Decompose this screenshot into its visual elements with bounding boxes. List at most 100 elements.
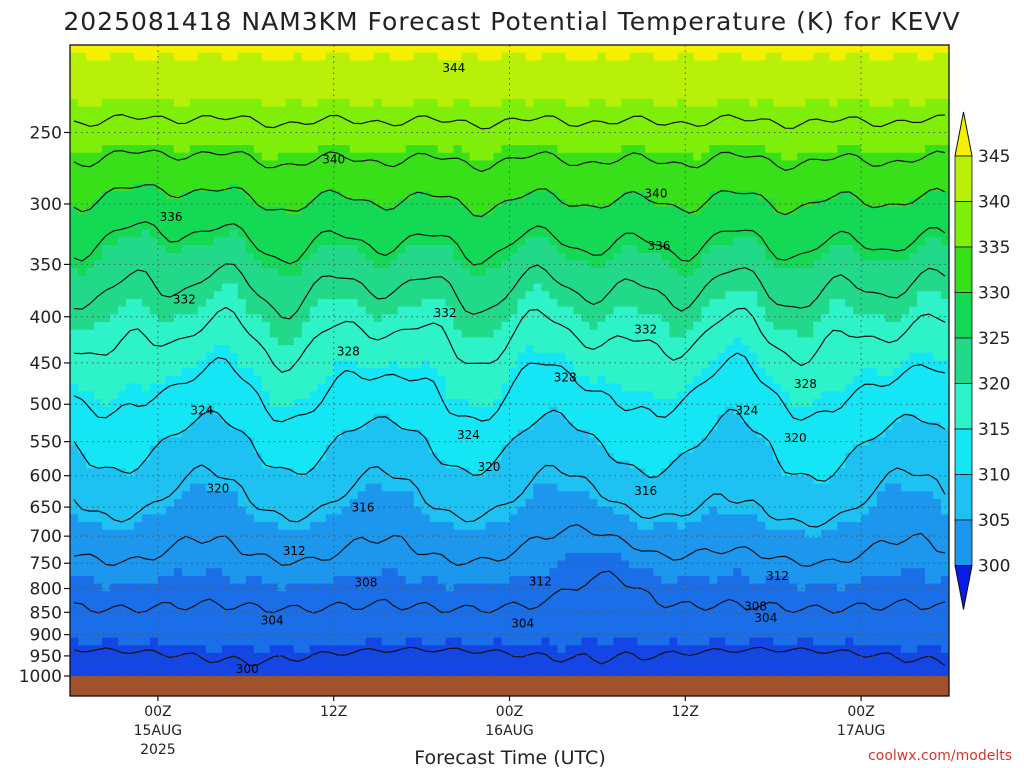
fill-cell [477, 345, 487, 354]
fill-cell [773, 191, 782, 200]
fill-cell [813, 160, 822, 169]
fill-cell [70, 183, 79, 192]
fill-cell [725, 252, 734, 262]
fill-cell [877, 268, 886, 277]
fill-cell [629, 52, 638, 61]
fill-cell [917, 352, 926, 362]
fill-cell [101, 229, 111, 238]
fill-cell [325, 160, 335, 169]
fill-cell [869, 129, 878, 138]
fill-cell [813, 322, 822, 331]
fill-cell [117, 237, 127, 246]
fill-cell [565, 60, 575, 69]
fill-cell [613, 291, 622, 300]
fill-cell [301, 360, 311, 369]
fill-cell [933, 206, 942, 215]
fill-cell [517, 75, 527, 85]
fill-cell [893, 368, 902, 377]
fill-cell [437, 329, 447, 339]
fill-cell [429, 252, 439, 262]
fill-cell [221, 75, 231, 85]
fill-cell [117, 245, 127, 254]
fill-cell [389, 337, 399, 346]
fill-cell [309, 298, 319, 308]
fill-cell [861, 175, 870, 185]
fill-cell [637, 383, 646, 392]
fill-cell [685, 229, 694, 238]
fill-cell [229, 191, 239, 200]
fill-cell [397, 68, 407, 77]
fill-cell [901, 337, 910, 346]
fill-cell [829, 106, 838, 115]
fill-cell [877, 252, 886, 262]
fill-cell [317, 221, 327, 231]
fill-cell [309, 106, 319, 115]
fill-cell [581, 83, 591, 92]
fill-cell [597, 183, 606, 192]
fill-cell [725, 91, 734, 100]
fill-cell [917, 383, 926, 392]
fill-cell [381, 83, 391, 92]
fill-cell [797, 98, 806, 108]
fill-cell [365, 52, 375, 61]
fill-cell [253, 322, 263, 331]
fill-cell [693, 229, 702, 238]
fill-cell [357, 198, 367, 208]
fill-cell [429, 206, 439, 215]
fill-cell [333, 52, 343, 61]
fill-cell [741, 375, 750, 385]
fill-cell [117, 60, 127, 69]
fill-cell [925, 314, 934, 323]
fill-cell [773, 252, 782, 262]
fill-cell [469, 45, 479, 54]
fill-cell [373, 237, 383, 246]
fill-cell [293, 114, 303, 123]
fill-cell [157, 383, 167, 392]
fill-cell [245, 168, 255, 177]
fill-cell [445, 245, 455, 254]
fill-cell [373, 145, 383, 154]
fill-cell [525, 237, 535, 246]
fill-cell [93, 83, 103, 92]
fill-cell [885, 375, 894, 385]
fill-cell [501, 168, 511, 177]
fill-cell [845, 152, 854, 162]
fill-cell [581, 206, 591, 215]
fill-cell [925, 345, 934, 354]
fill-cell [645, 291, 654, 300]
fill-cell [797, 183, 806, 192]
fill-cell [597, 191, 606, 200]
fill-cell [189, 229, 199, 238]
fill-cell [869, 237, 878, 246]
fill-cell [173, 168, 183, 177]
fill-cell [653, 291, 662, 300]
fill-cell [349, 245, 359, 254]
fill-cell [389, 137, 399, 146]
fill-cell [677, 106, 686, 115]
fill-cell [669, 45, 678, 54]
fill-cell [477, 160, 487, 169]
fill-cell [485, 91, 495, 100]
fill-cell [909, 360, 918, 369]
fill-cell [213, 152, 223, 162]
fill-cell [781, 252, 790, 262]
fill-cell [717, 314, 726, 323]
fill-cell [70, 291, 79, 300]
fill-cell [317, 345, 327, 354]
fill-cell [845, 183, 854, 192]
fill-cell [461, 352, 471, 362]
fill-cell [365, 198, 375, 208]
fill-cell [493, 206, 503, 215]
fill-cell [389, 91, 399, 100]
fill-cell [277, 98, 287, 108]
fill-cell [237, 360, 247, 369]
fill-cell [645, 229, 654, 238]
fill-cell [653, 206, 662, 215]
fill-cell [837, 129, 846, 138]
fill-cell [277, 75, 287, 85]
fill-cell [397, 98, 407, 108]
fill-cell [397, 75, 407, 85]
fill-cell [245, 68, 255, 77]
fill-cell [837, 275, 846, 285]
fill-cell [581, 175, 591, 185]
